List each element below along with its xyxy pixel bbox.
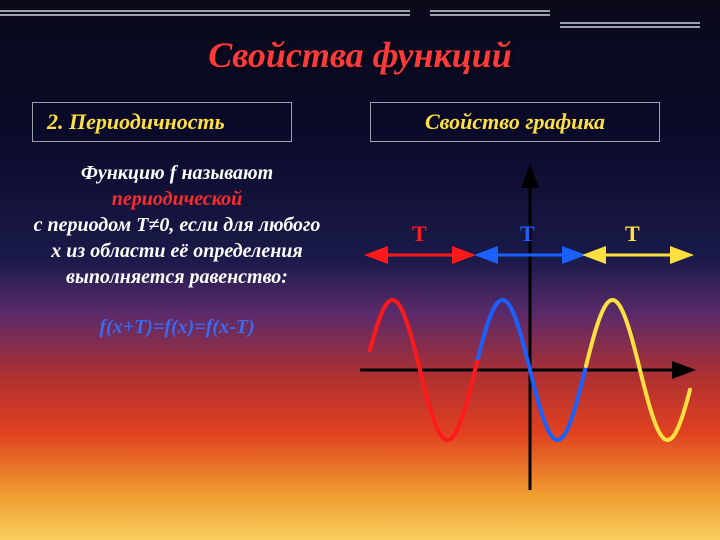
period-label: T	[625, 221, 640, 247]
decorative-rule	[560, 22, 700, 24]
definition-line1: Функцию f называют	[32, 160, 322, 186]
slide-root: Свойства функций 2. Периодичность Свойст…	[0, 0, 720, 540]
graph-svg	[360, 160, 700, 500]
slide-title: Свойства функций	[0, 34, 720, 76]
decorative-rule	[560, 26, 700, 28]
subtitle-left-text: 2. Периодичность	[47, 109, 225, 134]
subtitle-box-right: Свойство графика	[370, 102, 660, 142]
decorative-rule	[0, 14, 410, 16]
decorative-rule	[430, 14, 550, 16]
decorative-rule	[430, 10, 550, 12]
decorative-rules	[0, 0, 720, 36]
subtitle-box-left: 2. Периодичность	[32, 102, 292, 142]
definition-text: Функцию f называют периодической с перио…	[32, 160, 322, 340]
definition-line2: с периодом Т≠0, если для любого х из обл…	[32, 212, 322, 290]
subtitle-right-text: Свойство графика	[425, 109, 605, 134]
period-label: T	[520, 221, 535, 247]
definition-formula: f(x+T)=f(x)=f(x-T)	[32, 314, 322, 340]
periodic-graph: TTT	[360, 160, 700, 500]
period-label: T	[412, 221, 427, 247]
definition-highlight: периодической	[32, 186, 322, 212]
decorative-rule	[0, 10, 410, 12]
